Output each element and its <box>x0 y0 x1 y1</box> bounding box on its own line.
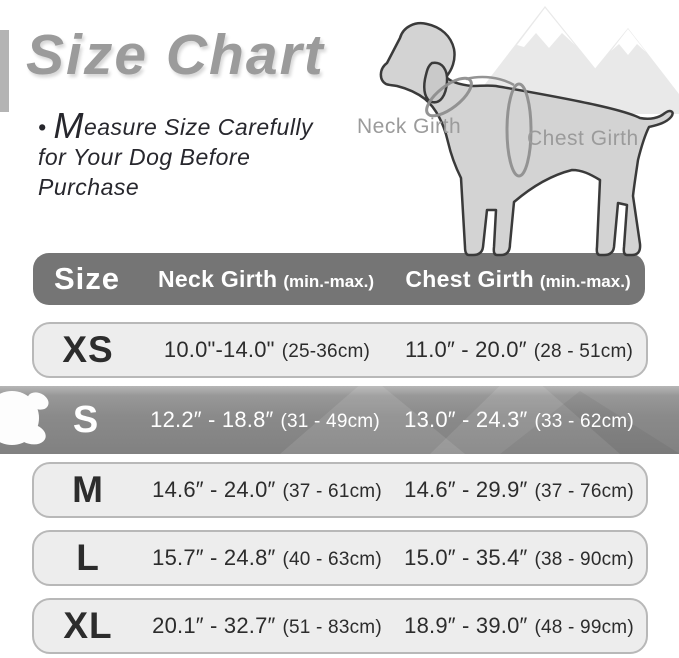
chest-girth-value: 15.0″ - 35.4″ <box>404 545 528 570</box>
size-label: L <box>76 537 100 578</box>
chest-girth-cm: (38 - 90cm) <box>534 549 634 570</box>
header-chest-minmax: (min.-max.) <box>539 271 631 291</box>
mountain-watermark <box>462 6 679 114</box>
neck-girth-cm: (40 - 63cm) <box>282 549 382 570</box>
header-neck-minmax: (min.-max.) <box>283 271 374 291</box>
neck-girth-value: 20.1″ - 32.7″ <box>152 613 276 638</box>
neck-girth-value: 15.7″ - 24.8″ <box>152 545 276 570</box>
chest-girth-cm: (48 - 99cm) <box>534 617 634 638</box>
size-row-xl: XL 20.1″ - 32.7″ (51 - 83cm) 18.9″ - 39.0… <box>32 598 648 654</box>
dog-head-icon <box>0 391 49 445</box>
size-label: XL <box>63 605 113 646</box>
size-label: S <box>72 398 100 441</box>
dog-ear <box>423 61 449 104</box>
page-title: Size Chart <box>26 23 325 87</box>
chest-girth-cm: (28 - 51cm) <box>533 341 634 362</box>
chest-girth-label: Chest Girth <box>527 127 639 150</box>
chest-girth-value: 11.0″ - 20.0″ <box>404 337 527 362</box>
header-size: Size <box>53 261 121 296</box>
measure-note: • Measure Size Carefully for Your Dog Bef… <box>38 108 368 202</box>
neck-girth-value: 12.2″ - 18.8″ <box>150 407 274 432</box>
note-line3: Purchase <box>38 174 140 200</box>
size-row-xs: XS 10.0"-14.0" (25-36cm) 11.0″ - 20.0″ (28… <box>32 322 648 378</box>
size-row-s-highlighted: S 12.2″ - 18.8″ (31 - 49cm) 13.0″ - 24.3″… <box>0 386 679 454</box>
size-row-l: L 15.7″ - 24.8″ (40 - 63cm) 15.0″ - 35.4″… <box>32 530 648 586</box>
table-header-row: Size Neck Girth (min.-max.) Chest Girth … <box>33 253 645 305</box>
neck-girth-cm: (31 - 49cm) <box>280 411 380 432</box>
chest-girth-value: 13.0″ - 24.3″ <box>404 407 528 432</box>
chest-girth-cm: (37 - 76cm) <box>534 481 634 502</box>
neck-girth-label: Neck Girth <box>357 115 462 138</box>
neck-girth-value: 14.6″ - 24.0″ <box>152 477 276 502</box>
chest-girth-cm: (33 - 62cm) <box>534 411 634 432</box>
neck-girth-cm: (51 - 83cm) <box>282 617 382 638</box>
note-line2: for Your Dog Before <box>38 144 251 170</box>
back-strap <box>465 75 515 87</box>
note-lead-letter: M <box>53 105 84 146</box>
chest-girth-value: 14.6″ - 29.9″ <box>404 477 528 502</box>
size-label: M <box>72 469 104 510</box>
note-line1: easure Size Carefully <box>83 114 314 140</box>
header-chest-girth: Chest Girth <box>405 265 534 292</box>
neck-girth-cm: (37 - 61cm) <box>282 481 382 502</box>
neck-girth-cm: (25-36cm) <box>281 341 371 362</box>
size-row-m: M 14.6″ - 24.0″ (37 - 61cm) 14.6″ - 29.9″… <box>32 462 648 518</box>
note-bullet: • <box>38 114 47 140</box>
header-neck-girth: Neck Girth <box>157 265 278 292</box>
neck-girth-value: 10.0"-14.0" <box>163 337 275 362</box>
size-label: XS <box>62 329 114 370</box>
chest-girth-value: 18.9″ - 39.0″ <box>404 613 528 638</box>
title-accent-bar <box>0 30 9 112</box>
